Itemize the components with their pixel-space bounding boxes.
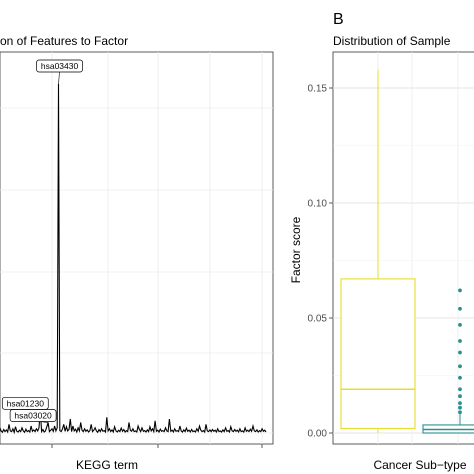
box-outlier [458, 288, 462, 293]
panel-a-plot-area [0, 51, 274, 445]
series-line [0, 83, 267, 435]
panel-b: B Distribution of Sample 0.00 0.05 0.10 0.1… [289, 11, 474, 472]
box-outlier [458, 410, 462, 415]
panel-a-series [0, 83, 267, 435]
box-outlier [458, 306, 462, 311]
panel-a-annotations: hsa03430 hsa01230 hsa03020 [1, 59, 83, 423]
panel-a-title: on of Features to Factor [0, 34, 128, 48]
panel-a: on of Features to Factor hsa03430 hsa0123… [0, 34, 274, 472]
panel-a-grid [0, 52, 273, 444]
annotation-label: hsa03430 [41, 61, 79, 71]
box-outlier [458, 323, 462, 327]
annotation-label: hsa03020 [14, 411, 52, 421]
panel-b-y-ticks: 0.00 0.05 0.10 0.15 [308, 84, 333, 440]
box-outlier [458, 375, 462, 380]
box-body [340, 278, 416, 429]
box-outlier [458, 364, 462, 369]
y-tick-label: 0.00 [308, 429, 328, 440]
annotation-box [9, 409, 57, 422]
panel-b-label: B [333, 11, 344, 28]
box-outlier [458, 401, 462, 405]
panel-a-x-ticks [51, 444, 263, 448]
annotation-label: hsa01230 [7, 398, 45, 408]
annotation-leader [58, 70, 60, 85]
box-outlier [458, 405, 462, 410]
y-tick-label: 0.10 [308, 199, 328, 210]
box-outlier [458, 339, 462, 343]
y-tick-label: 0.05 [308, 314, 328, 325]
box-outlier [458, 394, 462, 399]
box-outlier [458, 387, 462, 392]
panel-b-boxes [340, 69, 474, 434]
panel-b-title: Distribution of Sample [333, 34, 451, 48]
box-outlier [458, 350, 462, 355]
panel-b-y-axis-label: Factor score [289, 216, 303, 283]
annotation-box [36, 59, 83, 73]
panel-a-x-axis-label: KEGG term [76, 458, 138, 472]
y-tick-label: 0.15 [308, 84, 328, 95]
panel-b-x-axis-label: Cancer Sub−type [373, 458, 466, 472]
